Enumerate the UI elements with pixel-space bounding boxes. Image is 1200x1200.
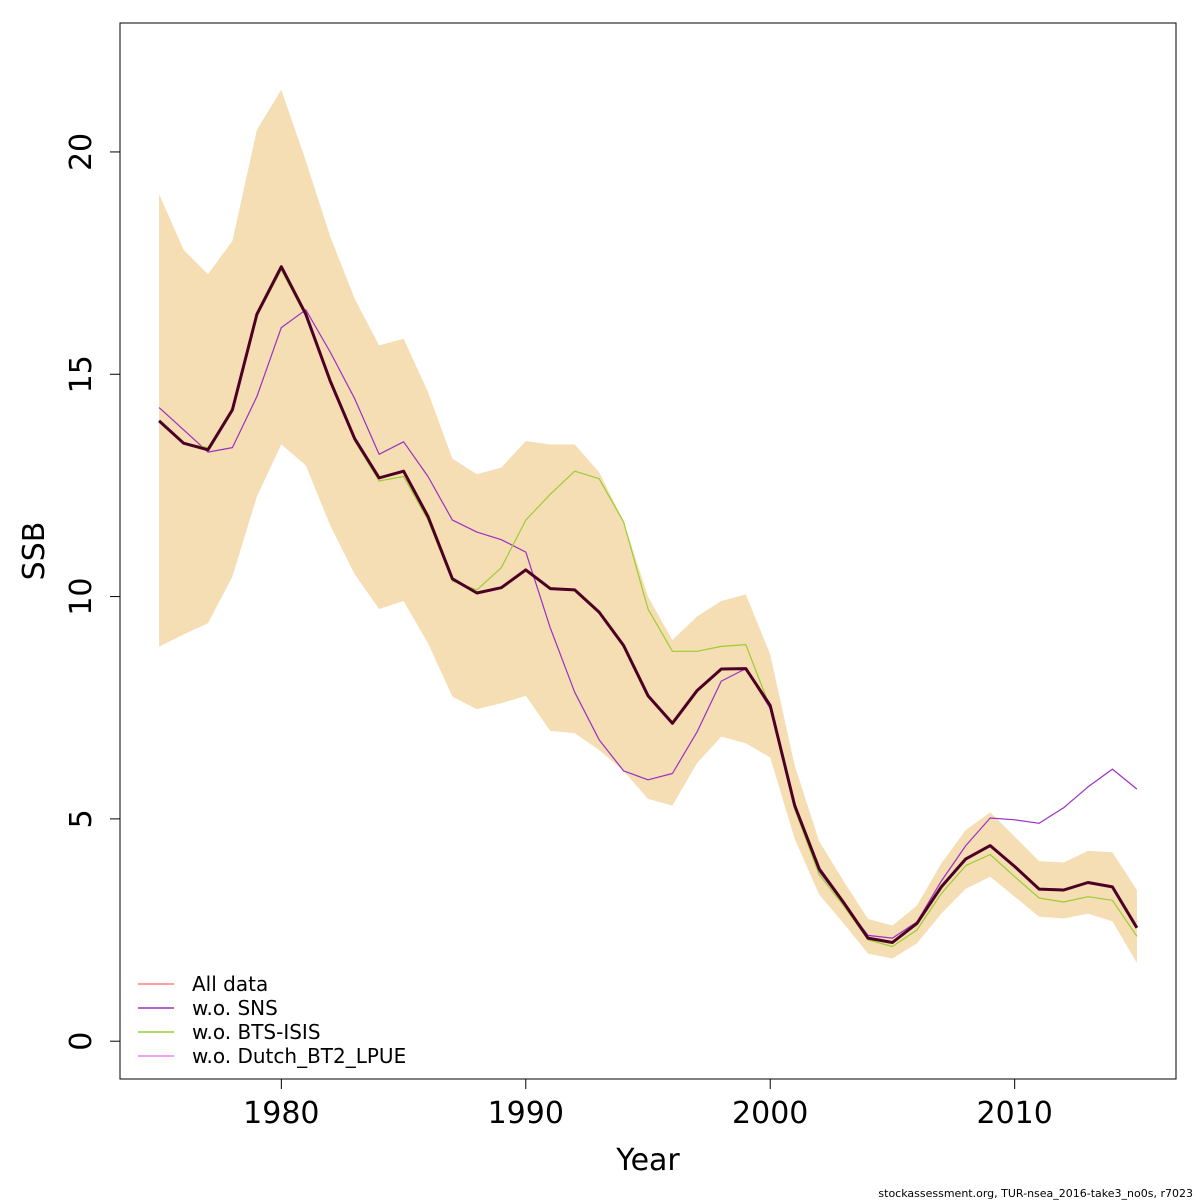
series-line-1 xyxy=(158,309,1138,939)
x-tick-label: 1990 xyxy=(488,1096,564,1131)
confidence-band-layer xyxy=(159,89,1137,963)
x-axis: 1980 1990 2000 2010 xyxy=(243,1078,1053,1131)
series-layer xyxy=(158,265,1139,948)
legend-label: w.o. SNS xyxy=(192,996,278,1020)
series-line-4 xyxy=(158,265,1139,944)
legend-label: w.o. BTS-ISIS xyxy=(192,1020,321,1044)
y-axis-title: SSB xyxy=(17,522,52,581)
y-tick-label: 15 xyxy=(64,355,99,393)
x-tick-label: 2000 xyxy=(732,1096,808,1131)
footer-caption: stockassessment.org, TUR-nsea_2016-take3… xyxy=(878,1187,1193,1200)
x-axis-title: Year xyxy=(615,1143,680,1178)
x-tick-label: 1980 xyxy=(243,1096,319,1131)
y-tick-label: 20 xyxy=(64,133,99,171)
y-tick-label: 0 xyxy=(64,1032,99,1051)
y-tick-label: 5 xyxy=(64,809,99,828)
y-axis: 0 5 10 15 20 xyxy=(64,133,121,1051)
y-tick-label: 10 xyxy=(64,577,99,615)
x-tick-label: 2010 xyxy=(976,1096,1052,1131)
legend-label: All data xyxy=(192,972,268,996)
legend-label: w.o. Dutch_BT2_LPUE xyxy=(192,1044,406,1068)
confidence-band xyxy=(159,89,1137,963)
